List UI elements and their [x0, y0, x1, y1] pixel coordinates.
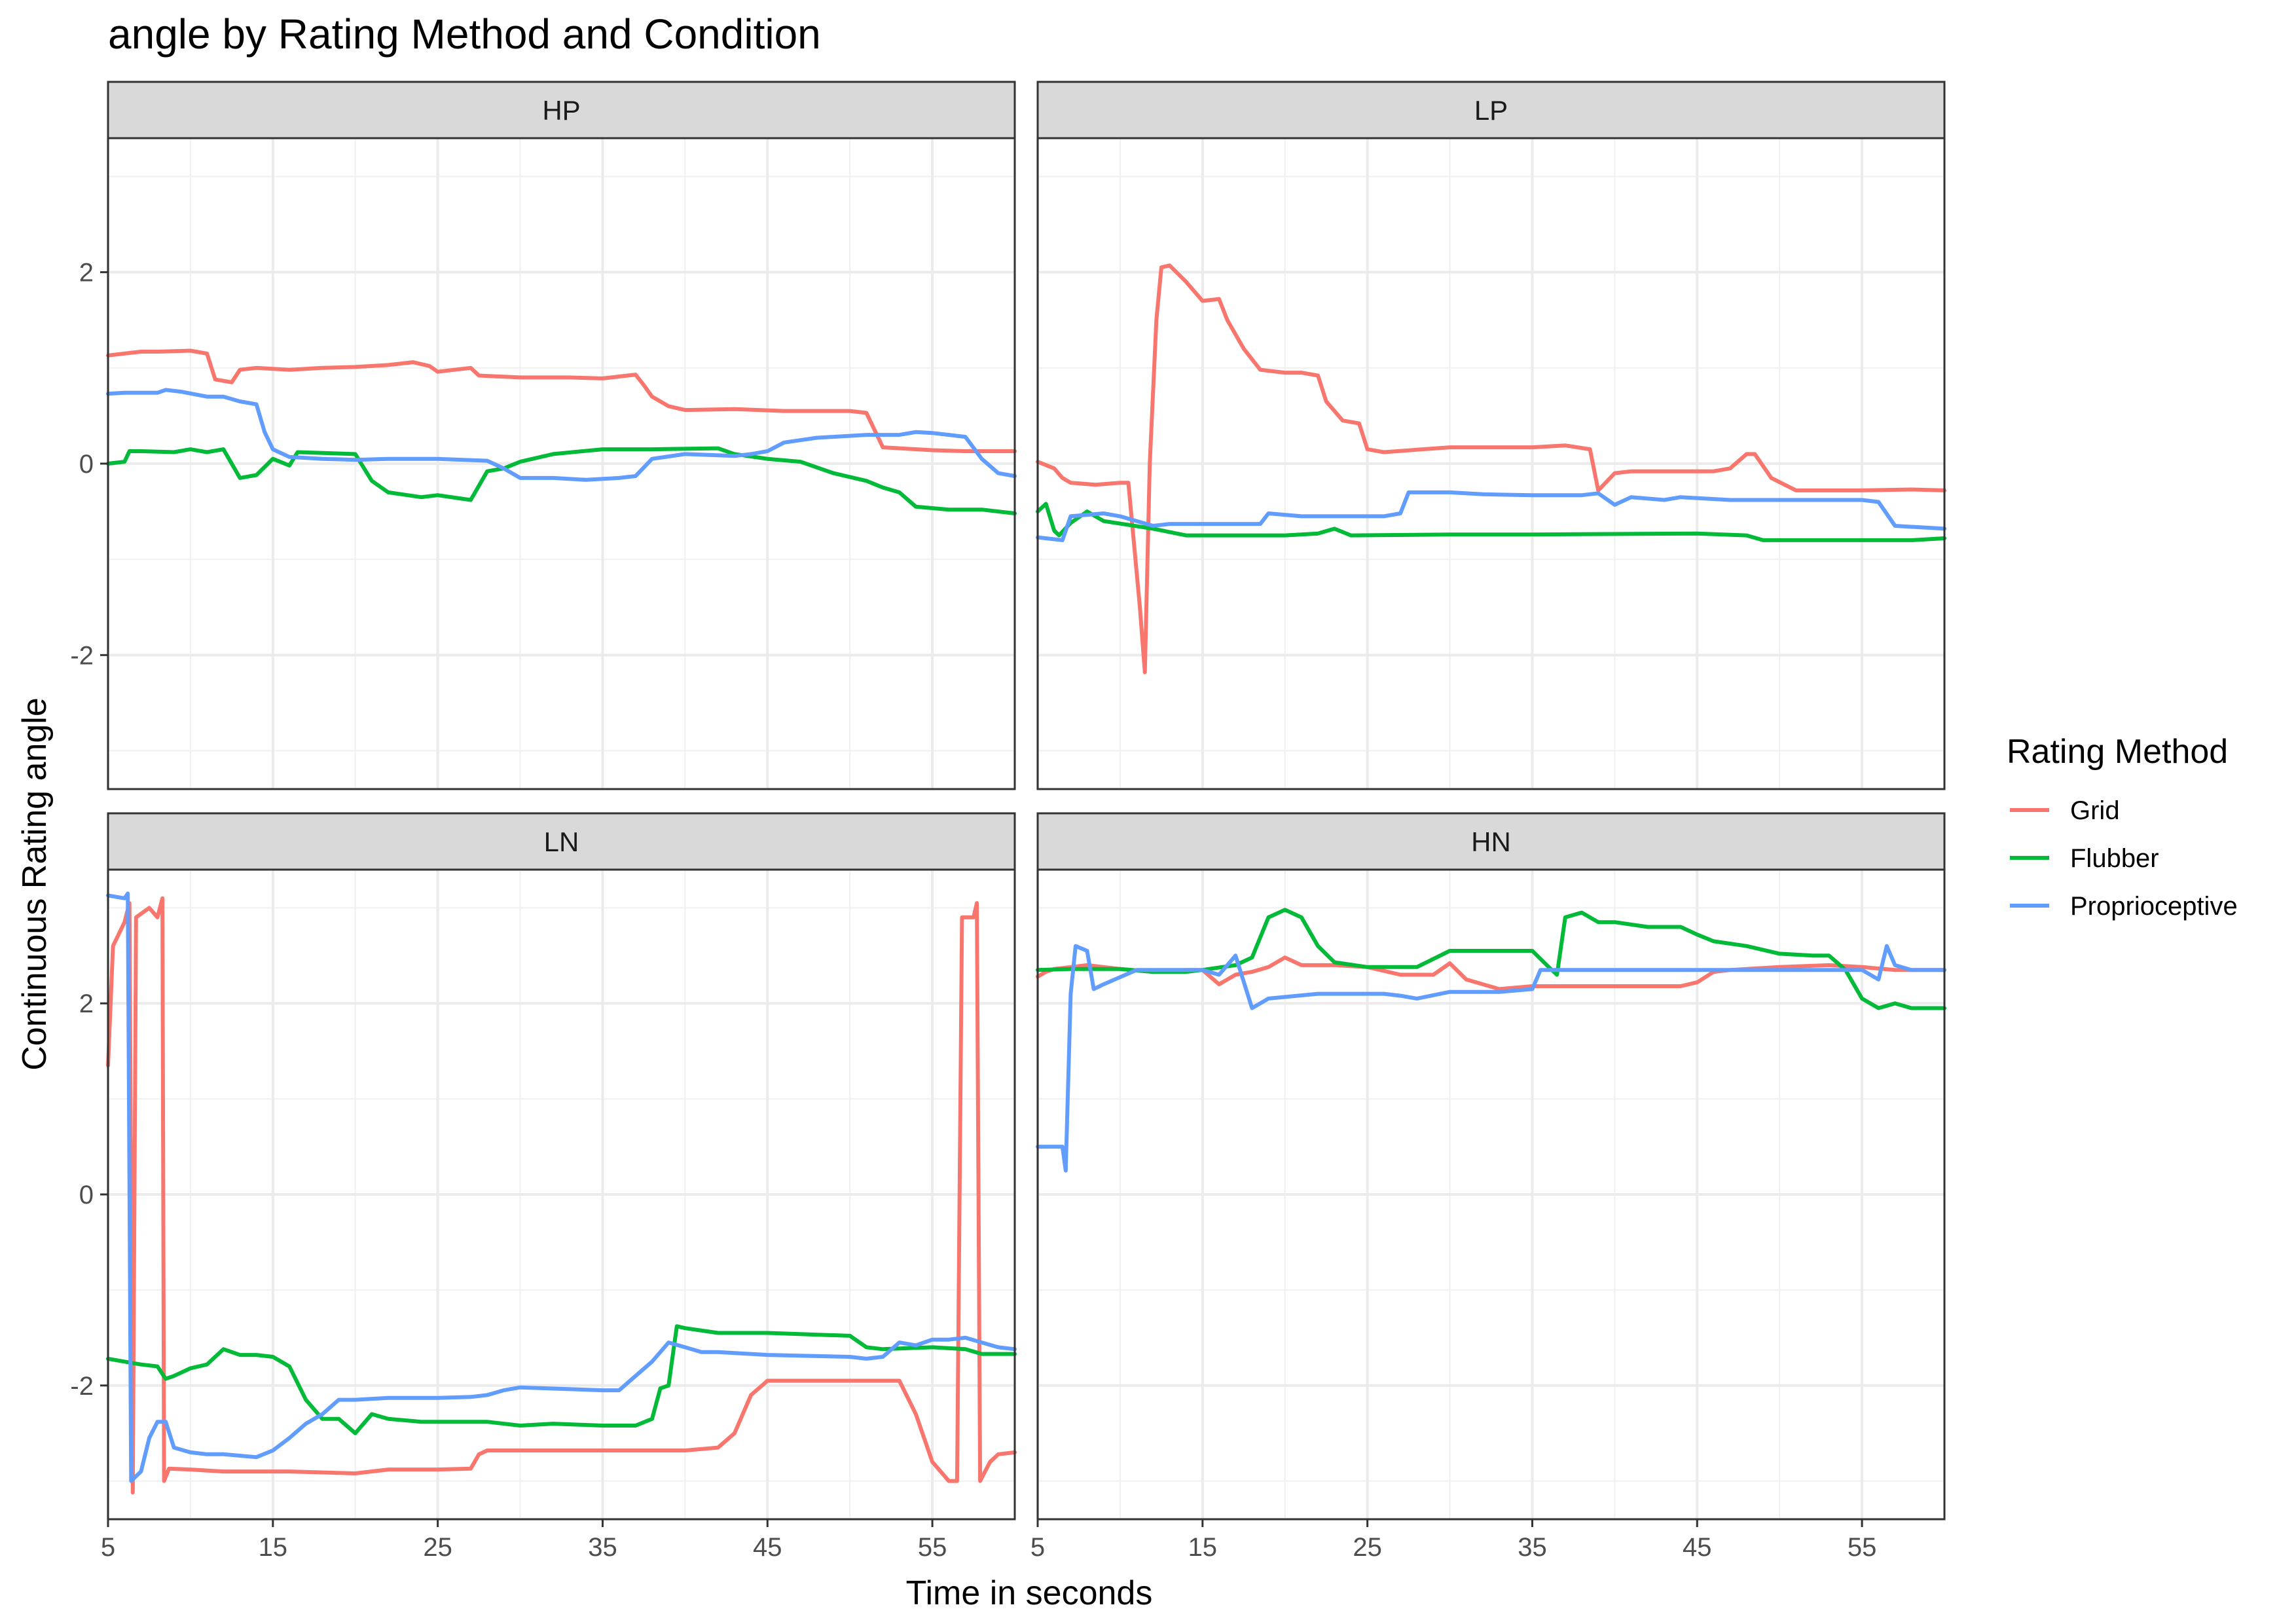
x-tick-label: 45 [1683, 1533, 1712, 1562]
facet-strip-label: LP [1474, 95, 1508, 126]
panel-lp: LP [1036, 81, 1946, 790]
x-tick-label: 35 [1518, 1533, 1547, 1562]
facet-strip-label: LN [544, 826, 579, 857]
facet-strip [1036, 81, 1946, 139]
series-line-flubber [106, 1324, 1017, 1435]
facet-strip [107, 81, 1016, 139]
series-line-proprioceptive [106, 388, 1017, 482]
facet-strip-label: HP [542, 95, 580, 126]
x-tick-label: 25 [423, 1533, 452, 1562]
y-tick-label: -2 [70, 1372, 94, 1401]
facet-strip [107, 812, 1016, 871]
legend: Rating Method Grid Flubber Proprioceptive [2007, 733, 2238, 921]
series-line-proprioceptive [106, 891, 1017, 1483]
y-tick-label: 0 [79, 1181, 94, 1209]
legend-label-flubber: Flubber [2070, 844, 2159, 873]
x-tick-label: 55 [1848, 1533, 1877, 1562]
y-tick-label: -2 [70, 641, 94, 670]
x-tick-label: 45 [753, 1533, 782, 1562]
series-line-flubber [1036, 502, 1946, 542]
x-tick-label: 55 [918, 1533, 947, 1562]
panel-hn: HN 5 15 25 35 45 55 [1030, 812, 1946, 1562]
chart-title: angle by Rating Method and Condition [108, 10, 821, 58]
x-tick-label: 15 [1188, 1533, 1218, 1562]
panel-border [1036, 868, 1946, 1521]
series-line-flubber [1036, 908, 1946, 1010]
x-tick-label: 5 [1030, 1533, 1045, 1562]
x-tick-label: 5 [101, 1533, 115, 1562]
facet-strip [1036, 812, 1946, 871]
x-tick-label: 15 [259, 1533, 288, 1562]
legend-label-proprioceptive: Proprioceptive [2070, 892, 2238, 921]
x-axis-label: Time in seconds [906, 1574, 1153, 1612]
x-tick-label: 25 [1353, 1533, 1382, 1562]
panel-hp: HP -2 0 2 [70, 81, 1017, 790]
series-line-proprioceptive [1036, 490, 1946, 542]
series-line-flubber [106, 446, 1017, 515]
legend-label-grid: Grid [2070, 796, 2120, 825]
series-line-proprioceptive [1036, 944, 1946, 1173]
y-tick-label: 2 [79, 989, 94, 1018]
y-axis-label: Continuous Rating angle [16, 697, 54, 1071]
series-line-grid [1036, 263, 1946, 674]
y-tick-label: 2 [79, 259, 94, 287]
y-tick-label: 0 [79, 450, 94, 479]
x-tick-label: 35 [588, 1533, 617, 1562]
series-line-grid [106, 348, 1017, 453]
series-line-grid [106, 896, 1017, 1495]
panel-border [1036, 137, 1946, 790]
legend-title: Rating Method [2007, 733, 2228, 771]
facet-strip-label: HN [1471, 826, 1511, 857]
